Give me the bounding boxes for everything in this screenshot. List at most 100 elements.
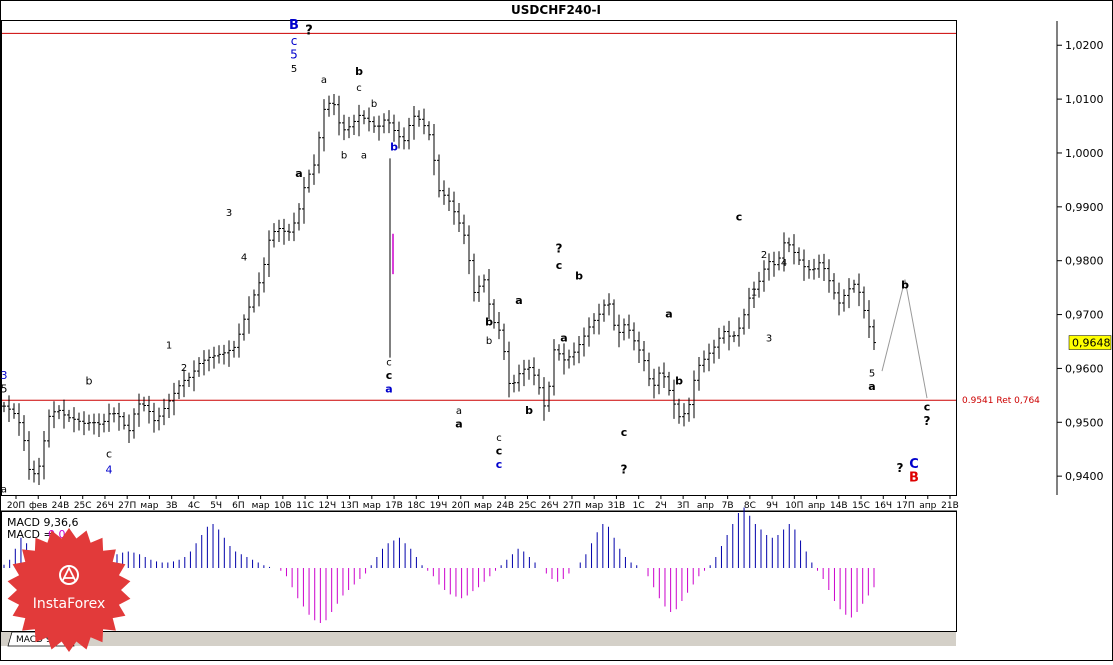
wave-label: 3 (1, 369, 8, 382)
price-bar (177, 380, 181, 400)
price-bar (772, 251, 776, 277)
price-bar (202, 350, 206, 376)
price-bar (307, 169, 311, 193)
time-tick-label: 11С (296, 501, 314, 511)
wave-label: 5 (290, 48, 298, 62)
price-bar (577, 336, 581, 364)
price-bar (572, 342, 576, 366)
wave-label: b (485, 315, 493, 328)
price-bar (427, 121, 431, 141)
macd-value-prefix: MACD = (7, 528, 53, 541)
price-bar (82, 411, 86, 436)
wave-label: 1 (166, 340, 172, 351)
wave-label: b (371, 99, 377, 110)
horizontal-levels (2, 32, 956, 401)
price-tick-label: 1,0100 (1065, 93, 1104, 106)
wave-label: a (868, 380, 875, 393)
time-tick-label: 17В (385, 501, 403, 511)
time-tick-label: 31В (608, 501, 626, 511)
price-bar (362, 110, 366, 125)
wave-label: ? (556, 242, 563, 256)
time-tick-label: 27П (118, 501, 136, 511)
price-bar (777, 251, 781, 271)
wave-label: a (665, 307, 672, 320)
time-tick-label: 26Ч (96, 501, 114, 511)
price-bar (97, 413, 101, 437)
wave-label: b (901, 279, 909, 292)
price-bar (537, 368, 541, 395)
price-bar (652, 368, 656, 399)
time-tick-label: 2Ч (655, 501, 667, 511)
price-bar (787, 237, 791, 253)
price-bar (837, 282, 841, 316)
price-bar (482, 274, 486, 293)
price-bar (222, 344, 226, 365)
price-bar (802, 249, 806, 281)
wave-label: a (321, 75, 327, 86)
price-bar (52, 401, 56, 429)
tab-strip (1, 632, 956, 646)
macd-params-label: MACD 9,36,6 (7, 516, 78, 529)
price-bar (232, 340, 236, 358)
forecast-polyline (881, 279, 928, 399)
price-bar (562, 343, 566, 375)
price-bar (762, 260, 766, 292)
time-tick-label: мар (363, 501, 381, 511)
time-tick-label: 10П (785, 501, 803, 511)
price-bar (292, 212, 296, 242)
price-bar (267, 230, 271, 278)
price-bar (782, 232, 786, 272)
tab-macd-label: MACD 9,36,6 (16, 635, 75, 645)
time-tick-label: 20П (452, 501, 470, 511)
price-tick-label: 1,0000 (1065, 147, 1104, 160)
time-tick-label: апр (697, 501, 714, 511)
time-tick-label: 15С (852, 501, 870, 511)
price-bar (367, 107, 371, 132)
price-bar (797, 247, 801, 266)
forecast-path (881, 279, 928, 399)
wave-label: 4 (781, 258, 787, 269)
price-bar (167, 393, 171, 418)
price-bar (392, 114, 396, 142)
price-bar (337, 95, 341, 136)
wave-label: c (924, 400, 931, 413)
price-bar (557, 344, 561, 361)
price-tick-label: 0,9800 (1065, 255, 1104, 268)
time-tick-label: апр (919, 501, 936, 511)
wave-label: b (486, 336, 492, 347)
time-tick-label: мар (252, 501, 270, 511)
price-bar (832, 273, 836, 300)
price-bar (547, 381, 551, 412)
price-bar (767, 253, 771, 281)
price-bar (527, 359, 531, 380)
price-bar (842, 289, 846, 312)
price-bar (187, 372, 191, 387)
price-bar (192, 360, 196, 392)
price-bar (57, 405, 61, 420)
price-bar (147, 395, 151, 424)
price-bar (317, 131, 321, 174)
wave-label: b (575, 270, 583, 283)
price-bar (587, 317, 591, 347)
time-tick-label: 24В (496, 501, 514, 511)
price-bar (352, 114, 356, 136)
price-bar (592, 313, 596, 335)
price-bar (517, 364, 521, 392)
price-bar (467, 225, 471, 275)
wave-label: 5 (1, 383, 8, 396)
price-bar (297, 203, 301, 231)
price-bar (277, 219, 281, 242)
price-bar (792, 234, 796, 265)
price-tick-label: 1,0200 (1065, 39, 1104, 52)
price-bar (302, 176, 306, 224)
price-bar (372, 116, 376, 133)
wave-label: a (560, 331, 567, 344)
price-bar (667, 371, 671, 396)
price-bar (327, 95, 331, 117)
wave-label: c (291, 34, 298, 48)
indicator-tab[interactable]: MACD 9,36,6 (1, 631, 956, 647)
price-bar (157, 407, 161, 431)
